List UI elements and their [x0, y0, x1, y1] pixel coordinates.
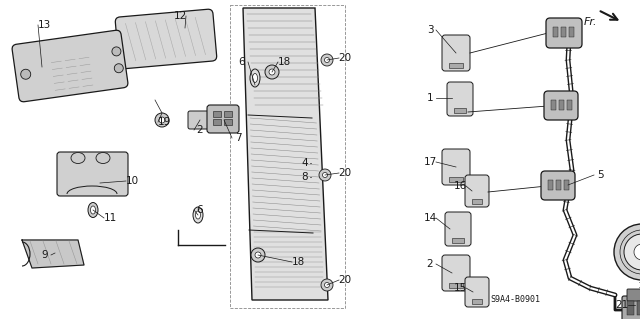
- Bar: [567, 100, 572, 110]
- Text: 4: 4: [301, 158, 308, 168]
- Text: 21: 21: [616, 300, 628, 310]
- Bar: [230, 5, 345, 308]
- FancyBboxPatch shape: [188, 111, 212, 129]
- FancyBboxPatch shape: [447, 82, 473, 116]
- Bar: [213, 119, 221, 125]
- Text: 6: 6: [196, 205, 204, 215]
- FancyBboxPatch shape: [12, 30, 128, 102]
- Circle shape: [614, 224, 640, 280]
- Text: 2: 2: [427, 259, 433, 269]
- Circle shape: [155, 113, 169, 127]
- Circle shape: [321, 54, 333, 66]
- Text: 9: 9: [42, 250, 48, 260]
- Text: 18: 18: [277, 57, 291, 67]
- Bar: [454, 108, 466, 113]
- Text: 12: 12: [173, 11, 187, 21]
- Bar: [449, 177, 463, 182]
- Bar: [569, 27, 574, 37]
- Text: 5: 5: [596, 170, 604, 180]
- Circle shape: [321, 279, 333, 291]
- Circle shape: [324, 57, 330, 63]
- Bar: [637, 301, 640, 315]
- Bar: [564, 180, 569, 190]
- FancyBboxPatch shape: [465, 277, 489, 307]
- Text: 8: 8: [301, 172, 308, 182]
- Circle shape: [319, 169, 331, 181]
- Circle shape: [265, 65, 279, 79]
- Circle shape: [251, 248, 265, 262]
- Ellipse shape: [88, 203, 98, 218]
- Bar: [559, 100, 564, 110]
- Circle shape: [20, 69, 31, 79]
- FancyBboxPatch shape: [57, 152, 128, 196]
- Text: 15: 15: [453, 283, 467, 293]
- FancyBboxPatch shape: [627, 289, 640, 301]
- Circle shape: [269, 69, 275, 75]
- Bar: [449, 63, 463, 68]
- FancyBboxPatch shape: [442, 149, 470, 185]
- Bar: [556, 180, 561, 190]
- Ellipse shape: [195, 211, 200, 219]
- Text: 19: 19: [157, 117, 171, 127]
- Circle shape: [634, 244, 640, 260]
- Text: 20: 20: [339, 53, 351, 63]
- Ellipse shape: [90, 206, 95, 214]
- Bar: [224, 111, 232, 117]
- Text: 14: 14: [424, 213, 436, 223]
- Text: 18: 18: [291, 257, 305, 267]
- Circle shape: [323, 173, 328, 177]
- Bar: [548, 180, 553, 190]
- Text: 2: 2: [196, 125, 204, 135]
- Text: 20: 20: [339, 275, 351, 285]
- Ellipse shape: [253, 73, 257, 83]
- Polygon shape: [243, 8, 328, 300]
- Ellipse shape: [193, 207, 203, 223]
- Text: Fr.: Fr.: [583, 17, 596, 27]
- Circle shape: [255, 252, 261, 258]
- Bar: [213, 111, 221, 117]
- FancyBboxPatch shape: [207, 105, 239, 133]
- Text: 16: 16: [453, 181, 467, 191]
- Bar: [551, 100, 556, 110]
- FancyBboxPatch shape: [546, 18, 582, 48]
- Bar: [561, 27, 566, 37]
- Bar: [224, 119, 232, 125]
- FancyBboxPatch shape: [622, 296, 640, 319]
- FancyBboxPatch shape: [445, 212, 471, 246]
- Bar: [472, 299, 482, 304]
- Text: 10: 10: [125, 176, 139, 186]
- Bar: [452, 238, 464, 243]
- Ellipse shape: [250, 69, 260, 87]
- Text: 3: 3: [427, 25, 433, 35]
- Bar: [553, 27, 558, 37]
- Circle shape: [112, 47, 121, 56]
- Text: 20: 20: [339, 168, 351, 178]
- Circle shape: [115, 64, 124, 73]
- Ellipse shape: [96, 152, 110, 164]
- Bar: [449, 283, 463, 288]
- FancyBboxPatch shape: [465, 175, 489, 207]
- Bar: [627, 301, 634, 315]
- FancyBboxPatch shape: [442, 255, 470, 291]
- Circle shape: [159, 117, 165, 123]
- Text: 6: 6: [239, 57, 245, 67]
- FancyBboxPatch shape: [541, 171, 575, 200]
- Text: 13: 13: [37, 20, 51, 30]
- Text: S9A4-B0901: S9A4-B0901: [490, 295, 540, 305]
- Text: 7: 7: [235, 133, 241, 143]
- FancyBboxPatch shape: [115, 9, 217, 69]
- Ellipse shape: [71, 152, 85, 164]
- Circle shape: [624, 234, 640, 270]
- FancyBboxPatch shape: [544, 91, 578, 120]
- Bar: [472, 199, 482, 204]
- FancyBboxPatch shape: [442, 35, 470, 71]
- Text: 17: 17: [424, 157, 436, 167]
- Polygon shape: [22, 240, 84, 268]
- Text: 1: 1: [427, 93, 433, 103]
- Circle shape: [324, 283, 330, 287]
- Text: 11: 11: [104, 213, 116, 223]
